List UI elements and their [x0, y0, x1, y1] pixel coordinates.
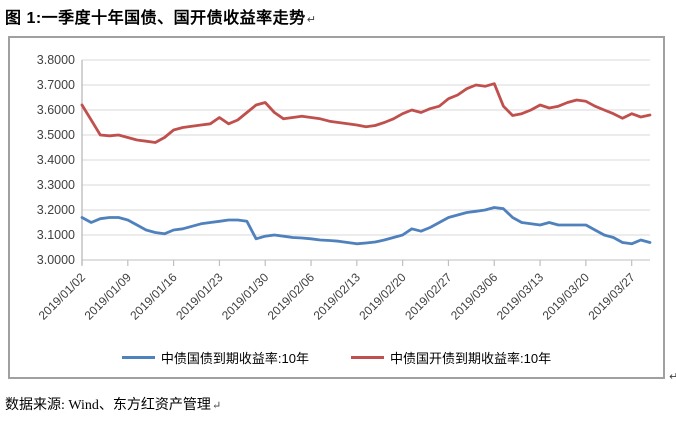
source-note-text: 数据来源: Wind、东方红资产管理: [5, 398, 211, 413]
y-axis-tick-label: 3.0000: [37, 253, 75, 267]
x-axis-tick-label: 2019/01/23: [173, 270, 226, 323]
y-axis-tick-label: 3.1000: [37, 228, 75, 242]
y-axis-tick-label: 3.8000: [37, 53, 75, 67]
x-axis-tick-label: 2019/01/16: [127, 270, 180, 323]
x-axis-tick-label: 2019/03/20: [540, 270, 593, 323]
y-axis-tick-label: 3.6000: [37, 103, 75, 117]
x-axis-tick-label: 2019/02/27: [402, 270, 455, 323]
source-note: 数据来源: Wind、东方红资产管理↵: [5, 394, 221, 414]
y-axis-tick-label: 3.3000: [37, 178, 75, 192]
x-axis-tick-label: 2019/01/09: [82, 270, 135, 323]
chart-legend: 中债国债到期收益率:10年 中债国开债到期收益率:10年: [10, 348, 663, 367]
figure-title: 图 1:一季度十年国债、国开债收益率走势↵: [5, 4, 316, 28]
y-axis-tick-label: 3.7000: [37, 78, 75, 92]
legend-item: 中债国债到期收益率:10年: [121, 348, 309, 367]
chart-container: 3.0000 3.1000 3.2000 3.3000 3.4000 3.5000 3.60…: [8, 36, 665, 379]
legend-label: 中债国债到期收益率:10年: [160, 351, 309, 366]
figure-title-text: 图 1:一季度十年国债、国开债收益率走势: [5, 10, 306, 27]
y-axis-tick-label: 3.5000: [37, 128, 75, 142]
x-axis-tick-label: 2019/01/02: [36, 270, 89, 323]
x-axis-tick-label: 2019/03/13: [494, 270, 547, 323]
x-axis-tick-label: 2019/02/20: [356, 270, 409, 323]
x-axis-tick-label: 2019/02/13: [311, 270, 364, 323]
series-line: [80, 82, 652, 144]
legend-line-sample: [121, 356, 155, 359]
paragraph-mark-icon: ↵: [211, 400, 222, 412]
series-line: [80, 206, 652, 246]
legend-label: 中债国开债到期收益率:10年: [390, 351, 552, 366]
line-chart: 3.0000 3.1000 3.2000 3.3000 3.4000 3.5000 3.60…: [36, 53, 652, 323]
x-axis-tick-label: 2019/02/06: [265, 270, 318, 323]
x-axis-tick-label: 2019/01/30: [219, 270, 272, 323]
y-axis-tick-label: 3.4000: [37, 153, 75, 167]
y-axis-tick-label: 3.2000: [37, 203, 75, 217]
legend-item: 中债国开债到期收益率:10年: [351, 348, 551, 367]
paragraph-mark-icon: ↵: [306, 14, 317, 26]
x-axis-tick-label: 2019/03/27: [585, 270, 638, 323]
paragraph-mark-icon: ↵: [669, 371, 676, 383]
x-axis-tick-label: 2019/03/06: [448, 270, 501, 323]
legend-line-sample: [351, 356, 384, 359]
